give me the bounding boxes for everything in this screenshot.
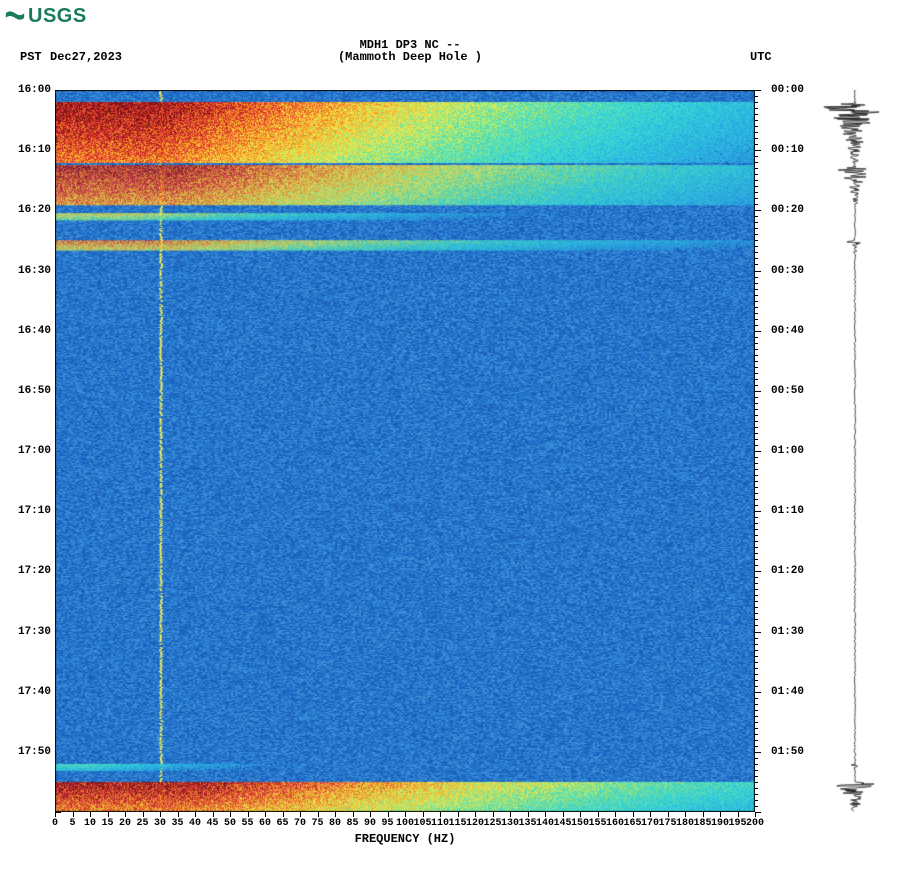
xtick: 100 — [396, 818, 414, 829]
xtick: 145 — [553, 818, 571, 829]
xtick: 10 — [84, 818, 96, 829]
xtick: 195 — [728, 818, 746, 829]
ytick-right: 00:20 — [771, 204, 804, 216]
usgs-wave-icon — [4, 5, 26, 27]
xtick: 120 — [466, 818, 484, 829]
ytick-left: 16:40 — [1, 325, 51, 337]
xtick: 135 — [518, 818, 536, 829]
spectrogram-plot — [55, 90, 755, 812]
xtick: 55 — [241, 818, 253, 829]
xtick: 170 — [641, 818, 659, 829]
spectrogram-canvas — [55, 90, 755, 812]
ytick-right: 00:00 — [771, 84, 804, 96]
ytick-right: 01:30 — [771, 626, 804, 638]
xtick: 40 — [189, 818, 201, 829]
xtick: 90 — [364, 818, 376, 829]
xtick: 155 — [588, 818, 606, 829]
xtick: 0 — [52, 818, 58, 829]
xtick: 80 — [329, 818, 341, 829]
xtick: 115 — [448, 818, 466, 829]
ytick-right: 00:40 — [771, 325, 804, 337]
ytick-left: 16:10 — [1, 144, 51, 156]
xtick: 70 — [294, 818, 306, 829]
xtick: 50 — [224, 818, 236, 829]
ytick-left: 16:50 — [1, 385, 51, 397]
xtick: 35 — [171, 818, 183, 829]
y-axis-right: 00:0000:1000:2000:3000:4000:5001:0001:10… — [755, 90, 815, 812]
xtick: 110 — [431, 818, 449, 829]
xtick: 185 — [693, 818, 711, 829]
xtick: 75 — [311, 818, 323, 829]
xtick: 125 — [483, 818, 501, 829]
ytick-left: 16:00 — [1, 84, 51, 96]
y-axis-left: 16:0016:1016:2016:3016:4016:5017:0017:10… — [0, 90, 55, 812]
xtick: 45 — [206, 818, 218, 829]
ytick-left: 17:50 — [1, 746, 51, 758]
ytick-right: 01:00 — [771, 445, 804, 457]
seismogram-canvas — [815, 90, 895, 812]
xtick: 20 — [119, 818, 131, 829]
xtick: 180 — [676, 818, 694, 829]
ytick-right: 01:20 — [771, 565, 804, 577]
ytick-left: 16:30 — [1, 265, 51, 277]
xtick: 130 — [501, 818, 519, 829]
xtick: 105 — [413, 818, 431, 829]
xtick: 165 — [623, 818, 641, 829]
xtick: 190 — [711, 818, 729, 829]
x-axis-label: FREQUENCY (HZ) — [55, 832, 755, 846]
xtick: 65 — [276, 818, 288, 829]
xtick: 140 — [536, 818, 554, 829]
ytick-left: 17:30 — [1, 626, 51, 638]
xtick: 25 — [136, 818, 148, 829]
xtick: 60 — [259, 818, 271, 829]
ytick-right: 01:50 — [771, 746, 804, 758]
ytick-right: 00:50 — [771, 385, 804, 397]
ytick-left: 17:10 — [1, 505, 51, 517]
xtick: 150 — [571, 818, 589, 829]
ytick-left: 16:20 — [1, 204, 51, 216]
xtick: 200 — [746, 818, 764, 829]
xtick: 15 — [101, 818, 113, 829]
ytick-left: 17:20 — [1, 565, 51, 577]
xtick: 5 — [69, 818, 75, 829]
ytick-right: 00:10 — [771, 144, 804, 156]
ytick-left: 17:40 — [1, 686, 51, 698]
xtick: 175 — [658, 818, 676, 829]
ytick-left: 17:00 — [1, 445, 51, 457]
xtick: 95 — [381, 818, 393, 829]
xtick: 85 — [346, 818, 358, 829]
usgs-logo-text: USGS — [28, 5, 87, 28]
usgs-logo: USGS — [4, 4, 87, 28]
ytick-right: 00:30 — [771, 265, 804, 277]
ytick-right: 01:40 — [771, 686, 804, 698]
seismogram-trace — [815, 90, 895, 812]
timezone-right: UTC — [750, 50, 772, 64]
ytick-right: 01:10 — [771, 505, 804, 517]
xtick: 30 — [154, 818, 166, 829]
xtick: 160 — [606, 818, 624, 829]
station-name: (Mammoth Deep Hole ) — [0, 50, 820, 64]
